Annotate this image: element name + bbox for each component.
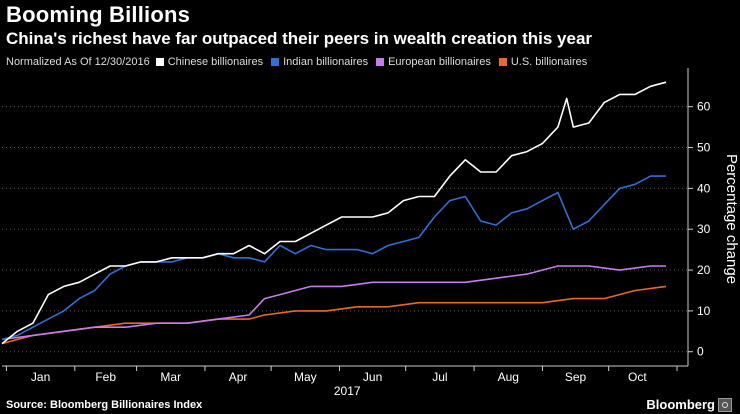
y-axis-label: Percentage change — [723, 154, 740, 284]
brand-name: Bloomberg — [646, 397, 715, 412]
series-line-indian — [1, 175, 666, 341]
x-tick-label: Feb — [95, 370, 116, 384]
legend-swatch-us — [498, 58, 507, 66]
legend-label-indian: Indian billionaires — [283, 56, 369, 68]
bloomberg-logo-icon — [718, 397, 732, 412]
legend-label-chinese: Chinese billionaires — [167, 56, 264, 68]
y-tick-label: 40 — [697, 181, 711, 195]
legend-item-chinese: Chinese billionaires — [155, 56, 264, 68]
legend-label-us: U.S. billionaires — [510, 56, 588, 68]
normalization-note: Normalized As Of 12/30/2016 — [6, 56, 150, 68]
series-line-chinese — [1, 81, 667, 345]
x-tick-label: Oct — [628, 370, 647, 384]
brand: Bloomberg — [646, 397, 732, 412]
y-tick-label: 0 — [697, 345, 704, 359]
legend-label-european: European billionaires — [388, 56, 491, 68]
x-tick-label: Sep — [565, 370, 587, 384]
chart-title: Booming Billions — [6, 2, 191, 27]
y-tick-label: 50 — [697, 141, 711, 155]
y-tick-label: 20 — [697, 263, 711, 277]
legend-item-us: U.S. billionaires — [498, 56, 588, 68]
y-tick-label: 30 — [697, 222, 711, 236]
legend: Normalized As Of 12/30/2016 Chinese bill… — [6, 55, 595, 69]
x-tick-label: Mar — [160, 370, 181, 384]
x-tick-label: Jan — [31, 370, 50, 384]
legend-swatch-chinese — [155, 58, 164, 66]
chart-subtitle: China's richest have far outpaced their … — [6, 29, 593, 48]
legend-item-european: European billionaires — [376, 56, 491, 68]
series-line-european — [1, 265, 666, 341]
y-tick-label: 10 — [697, 304, 711, 318]
x-tick-label: Jul — [432, 370, 447, 384]
legend-swatch-indian — [271, 58, 280, 66]
legend-item-indian: Indian billionaires — [271, 56, 368, 68]
legend-swatch-european — [376, 58, 385, 66]
x-tick-label: Jun — [363, 370, 382, 384]
series-line-us — [1, 285, 667, 345]
x-tick-label: Apr — [229, 370, 248, 384]
y-tick-label: 60 — [697, 100, 711, 114]
source-note: Source: Bloomberg Billionaires Index — [6, 399, 203, 411]
x-tick-label: May — [294, 370, 317, 384]
x-tick-label: Aug — [498, 370, 519, 384]
x-year-label: 2017 — [334, 384, 361, 398]
